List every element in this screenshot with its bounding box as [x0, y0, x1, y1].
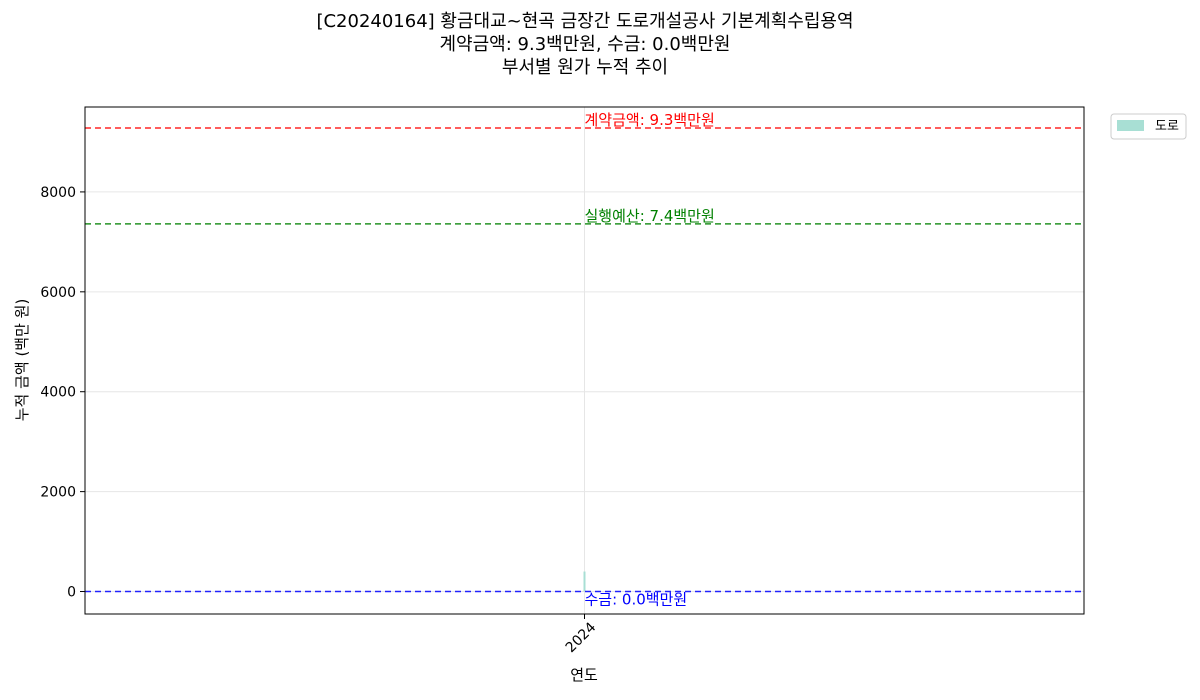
- legend-label: 도로: [1155, 119, 1179, 134]
- y-axis: 0 2000 4000 6000 8000: [40, 185, 85, 601]
- y-tick-label: 8000: [40, 185, 76, 201]
- chart-title-block: [C20240164] 황금대교~현곡 금장간 도로개설공사 기본계획수립용역 …: [0, 10, 1170, 79]
- chart-title: [C20240164] 황금대교~현곡 금장간 도로개설공사 기본계획수립용역: [316, 11, 854, 32]
- legend-swatch: [1117, 120, 1144, 131]
- x-axis: 2024: [563, 614, 600, 656]
- y-tick-label: 4000: [40, 385, 76, 401]
- y-axis-label: 누적 금액 (백만 원): [13, 299, 31, 422]
- reference-line-label: 수금: 0.0백만원: [585, 591, 688, 609]
- grid-layer: [85, 107, 1084, 614]
- y-tick-label: 0: [67, 585, 76, 601]
- y-tick-label: 6000: [40, 285, 76, 301]
- reference-line-label: 실행예산: 7.4백만원: [585, 207, 715, 225]
- legend: 도로: [1110, 113, 1187, 140]
- x-axis-label: 연도: [570, 666, 598, 684]
- y-tick-label: 2000: [40, 485, 76, 501]
- chart-subtitle-trend: 부서별 원가 누적 추이: [501, 57, 669, 78]
- chart-subtitle-contract: 계약금액: 9.3백만원, 수금: 0.0백만원: [439, 34, 731, 55]
- reference-line-label: 계약금액: 9.3백만원: [585, 111, 715, 129]
- x-tick-label: 2024: [563, 619, 600, 656]
